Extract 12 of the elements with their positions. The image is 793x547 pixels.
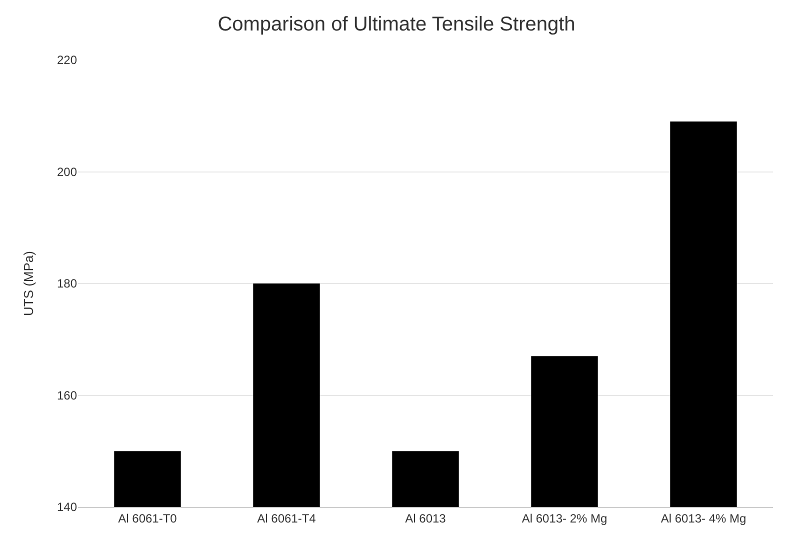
y-tick-label: 200 (56, 164, 78, 179)
y-axis-title: UTS (MPa) (20, 251, 36, 316)
x-tick-label: Al 6013 (405, 511, 446, 526)
x-tick-label: Al 6061-T0 (118, 511, 178, 526)
y-tick-label: 160 (56, 388, 78, 402)
x-tick-label: Al 6013- 4% Mg (660, 511, 746, 526)
y-tick-label: 140 (56, 500, 78, 514)
y-tick-label: 180 (56, 276, 78, 291)
chart-title: Comparison of Ultimate Tensile Strength (218, 13, 576, 36)
y-tick-label: 220 (56, 53, 78, 68)
x-tick-label: Al 6061-T4 (257, 511, 316, 526)
x-tick-label: Al 6013- 2% Mg (522, 511, 608, 526)
